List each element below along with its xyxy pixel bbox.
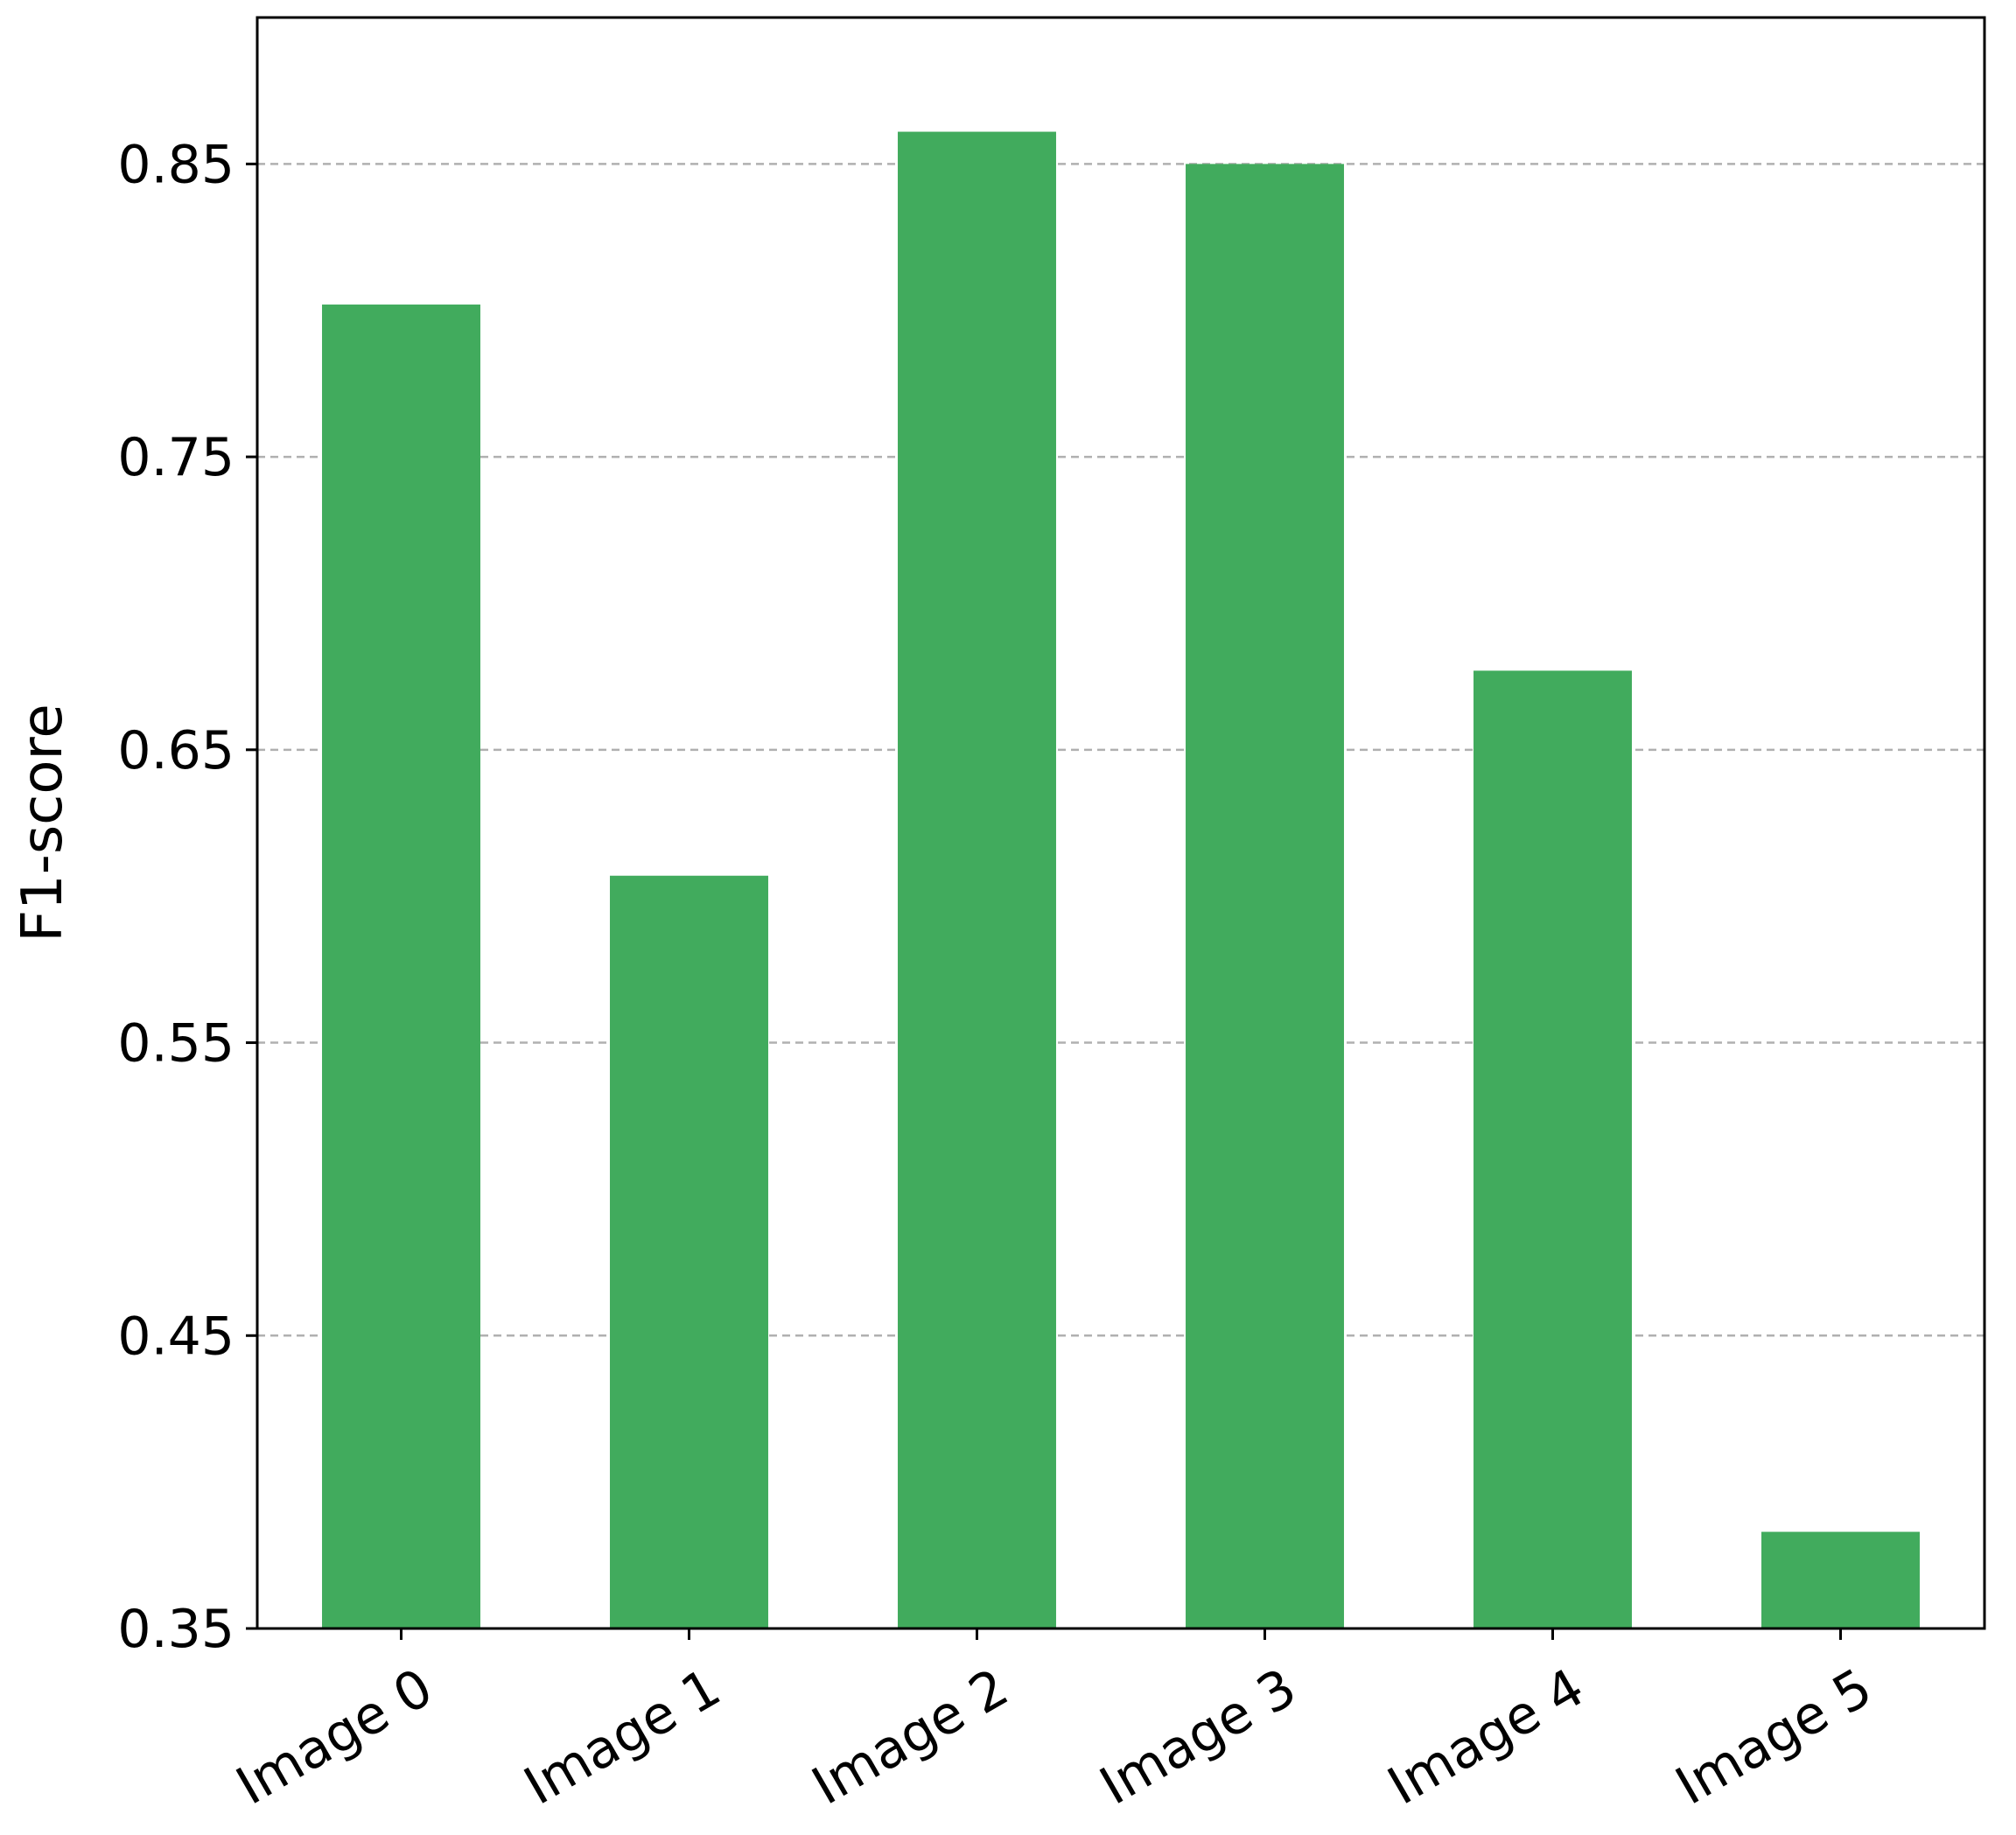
y-tick-label: 0.45 bbox=[117, 1306, 234, 1367]
y-axis-ticks: 0.35 0.45 0.55 0.65 0.75 0.85 bbox=[117, 134, 257, 1660]
x-tick-label: Image 3 bbox=[1090, 1656, 1306, 1817]
bar bbox=[898, 131, 1056, 1628]
bar bbox=[322, 305, 480, 1628]
x-tick-label: Image 2 bbox=[802, 1656, 1018, 1817]
x-axis-ticks: Image 0 Image 1 Image 2 Image 3 Image 4 Image… bbox=[227, 1628, 1882, 1817]
x-tick-label: Image 5 bbox=[1666, 1656, 1882, 1817]
bar bbox=[610, 875, 768, 1628]
x-tick-label: Image 0 bbox=[227, 1656, 443, 1817]
x-tick-label: Image 4 bbox=[1378, 1656, 1594, 1817]
y-tick-label: 0.65 bbox=[117, 720, 234, 781]
y-tick-label: 0.55 bbox=[117, 1013, 234, 1075]
bars bbox=[322, 131, 1920, 1628]
x-tick-label: Image 1 bbox=[514, 1656, 731, 1817]
gridlines bbox=[257, 163, 1984, 1337]
plot-frame bbox=[256, 16, 1986, 1630]
bar bbox=[1761, 1531, 1920, 1628]
y-tick-label: 0.35 bbox=[117, 1599, 234, 1660]
y-tick-label: 0.85 bbox=[117, 134, 234, 195]
bar bbox=[1186, 164, 1344, 1628]
y-tick-label: 0.75 bbox=[117, 427, 234, 488]
y-axis-label: F1-score bbox=[10, 704, 75, 942]
bar bbox=[1474, 670, 1632, 1628]
